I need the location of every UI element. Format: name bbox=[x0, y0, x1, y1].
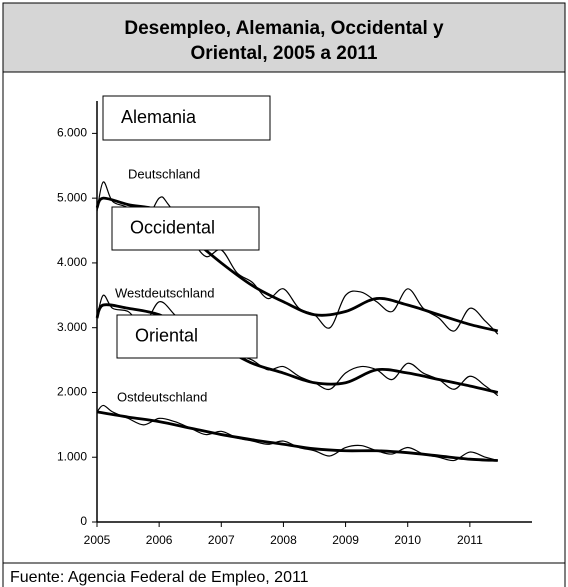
y-tick-label: 0 bbox=[80, 514, 87, 528]
x-tick-label: 2005 bbox=[84, 533, 111, 547]
plot-frame bbox=[2, 71, 566, 564]
title-box bbox=[2, 2, 566, 73]
trend-line bbox=[95, 303, 499, 394]
region-label: Oriental bbox=[135, 325, 198, 345]
y-tick-label: 4.000 bbox=[57, 255, 87, 269]
x-tick-label: 2011 bbox=[457, 533, 483, 547]
trend-line bbox=[95, 196, 499, 333]
chart-title: Oriental, 2005 a 2011 bbox=[191, 43, 378, 64]
series-label: Deutschland bbox=[128, 166, 200, 181]
x-tick-label: 2010 bbox=[394, 533, 421, 547]
x-tick-label: 2008 bbox=[270, 533, 297, 547]
x-tick-label: 2006 bbox=[146, 533, 173, 547]
region-box bbox=[111, 206, 260, 251]
x-tick-label: 2007 bbox=[208, 533, 235, 547]
y-tick-label: 6.000 bbox=[57, 126, 87, 140]
chart-title: Desempleo, Alemania, Occidental y bbox=[124, 18, 444, 39]
y-tick-label: 5.000 bbox=[57, 190, 87, 204]
y-tick-label: 2.000 bbox=[57, 385, 87, 399]
series-label: Ostdeutschland bbox=[117, 389, 207, 404]
y-tick-label: 1.000 bbox=[57, 449, 87, 463]
source: Fuente: Agencia Federal de Empleo, 2011 bbox=[10, 569, 309, 586]
region-label: Occidental bbox=[130, 217, 215, 237]
y-tick-label: 3.000 bbox=[57, 320, 87, 334]
region-label: Alemania bbox=[121, 107, 197, 127]
series-label: Westdeutschland bbox=[115, 285, 215, 300]
trend-line bbox=[96, 410, 498, 462]
region-box bbox=[102, 95, 271, 141]
x-tick-label: 2009 bbox=[332, 533, 359, 547]
source-frame bbox=[2, 562, 566, 587]
region-box bbox=[116, 314, 258, 359]
